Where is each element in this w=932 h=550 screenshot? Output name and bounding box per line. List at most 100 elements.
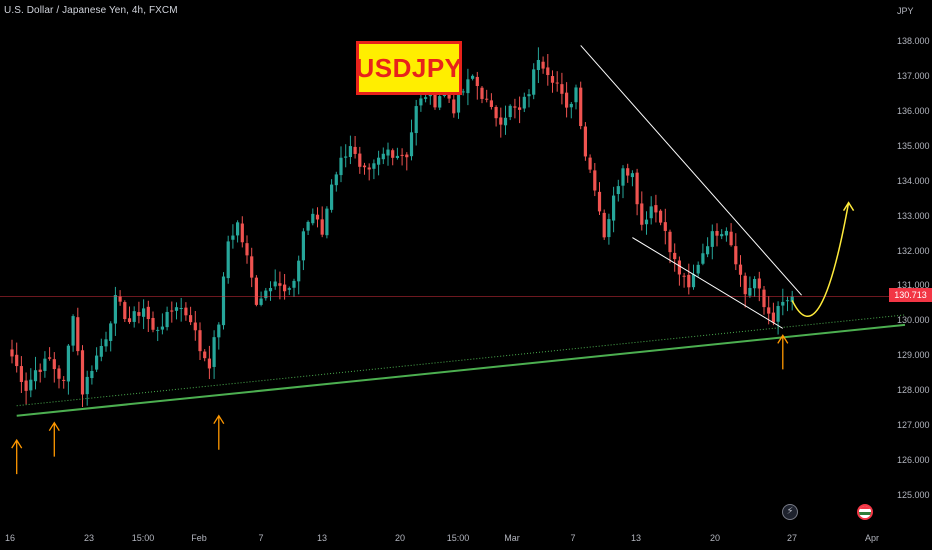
candle-body[interactable] — [43, 358, 47, 371]
candle-body[interactable] — [273, 281, 277, 287]
candle-body[interactable] — [593, 170, 597, 191]
candle-body[interactable] — [24, 380, 28, 391]
candle-body[interactable] — [240, 223, 244, 243]
candle-body[interactable] — [663, 222, 667, 231]
candle-body[interactable] — [696, 264, 700, 274]
candle-body[interactable] — [123, 302, 127, 320]
candle-body[interactable] — [527, 94, 531, 97]
candle-body[interactable] — [414, 106, 418, 134]
candle-body[interactable] — [532, 69, 536, 95]
candle-body[interactable] — [616, 186, 620, 195]
candle-body[interactable] — [283, 284, 287, 292]
candle-body[interactable] — [330, 184, 334, 210]
candle-body[interactable] — [99, 345, 103, 357]
candle-body[interactable] — [15, 354, 19, 367]
candle-body[interactable] — [85, 376, 89, 395]
candle-body[interactable] — [109, 323, 113, 341]
candle-body[interactable] — [325, 208, 329, 236]
candle-body[interactable] — [160, 326, 164, 330]
candle-body[interactable] — [659, 210, 663, 223]
candle-body[interactable] — [602, 212, 606, 238]
candle-body[interactable] — [635, 172, 639, 205]
candle-body[interactable] — [471, 75, 475, 79]
candle-body[interactable] — [226, 241, 230, 279]
candle-body[interactable] — [311, 213, 315, 224]
candle-body[interactable] — [541, 61, 545, 69]
candle-body[interactable] — [607, 219, 611, 238]
candle-body[interactable] — [10, 349, 14, 357]
candle-body[interactable] — [254, 277, 258, 305]
candle-body[interactable] — [701, 253, 705, 264]
candle-body[interactable] — [301, 231, 305, 261]
candle-body[interactable] — [231, 235, 235, 240]
candle-body[interactable] — [790, 296, 794, 302]
candle-body[interactable] — [405, 154, 409, 158]
candle-body[interactable] — [348, 146, 352, 157]
candle-body[interactable] — [137, 312, 141, 316]
candle-body[interactable] — [362, 165, 367, 168]
candle-body[interactable] — [38, 369, 42, 372]
candle-body[interactable] — [682, 275, 686, 277]
candle-body[interactable] — [142, 308, 146, 317]
candle-body[interactable] — [781, 301, 785, 306]
candle-body[interactable] — [217, 324, 221, 338]
candle-body[interactable] — [170, 310, 174, 312]
candle-body[interactable] — [33, 370, 38, 382]
candle-body[interactable] — [715, 230, 719, 236]
candle-body[interactable] — [785, 300, 790, 302]
candle-body[interactable] — [189, 315, 193, 323]
candle-body[interactable] — [146, 306, 150, 320]
candle-body[interactable] — [734, 246, 738, 265]
candle-body[interactable] — [499, 117, 503, 125]
candle-body[interactable] — [207, 358, 211, 369]
candle-body[interactable] — [339, 157, 343, 176]
candle-body[interactable] — [555, 82, 559, 84]
candle-body[interactable] — [391, 150, 395, 158]
candle-body[interactable] — [550, 76, 555, 83]
candle-body[interactable] — [315, 214, 320, 220]
candle-body[interactable] — [503, 117, 508, 126]
candle-body[interactable] — [334, 174, 338, 186]
candle-body[interactable] — [367, 167, 371, 170]
candle-body[interactable] — [372, 163, 376, 169]
candle-body[interactable] — [640, 203, 644, 225]
candle-body[interactable] — [518, 107, 522, 110]
candle-body[interactable] — [344, 156, 348, 158]
candle-body[interactable] — [466, 79, 470, 94]
candle-body[interactable] — [400, 154, 404, 156]
candle-body[interactable] — [612, 195, 616, 221]
candle-body[interactable] — [221, 276, 226, 326]
candle-body[interactable] — [66, 345, 70, 382]
candle-body[interactable] — [706, 246, 710, 255]
candle-body[interactable] — [52, 359, 56, 370]
candle-body[interactable] — [546, 67, 550, 76]
candle-body[interactable] — [236, 222, 240, 236]
candle-body[interactable] — [597, 191, 602, 212]
candle-body[interactable] — [508, 105, 512, 118]
candle-body[interactable] — [245, 243, 249, 256]
candle-body[interactable] — [95, 355, 99, 370]
candle-body[interactable] — [395, 155, 399, 159]
candle-body[interactable] — [485, 98, 489, 100]
candle-body[interactable] — [381, 153, 385, 160]
candle-body[interactable] — [753, 278, 757, 289]
candle-body[interactable] — [264, 290, 268, 299]
candle-body[interactable] — [386, 149, 390, 156]
candle-body[interactable] — [767, 307, 771, 314]
candle-body[interactable] — [729, 231, 733, 246]
candle-body[interactable] — [452, 99, 456, 114]
candle-body[interactable] — [151, 317, 155, 330]
candle-body[interactable] — [113, 295, 117, 324]
candle-body[interactable] — [668, 231, 672, 253]
candle-body[interactable] — [475, 76, 479, 87]
candle-body[interactable] — [724, 230, 728, 236]
candle-body[interactable] — [165, 311, 169, 328]
candle-body[interactable] — [76, 317, 80, 352]
candle-body[interactable] — [738, 264, 743, 275]
candle-body[interactable] — [480, 87, 484, 99]
candle-body[interactable] — [57, 368, 61, 379]
candle-body[interactable] — [588, 157, 592, 170]
candle-body[interactable] — [104, 339, 108, 347]
candle-body[interactable] — [48, 357, 52, 359]
candle-body[interactable] — [757, 278, 761, 289]
